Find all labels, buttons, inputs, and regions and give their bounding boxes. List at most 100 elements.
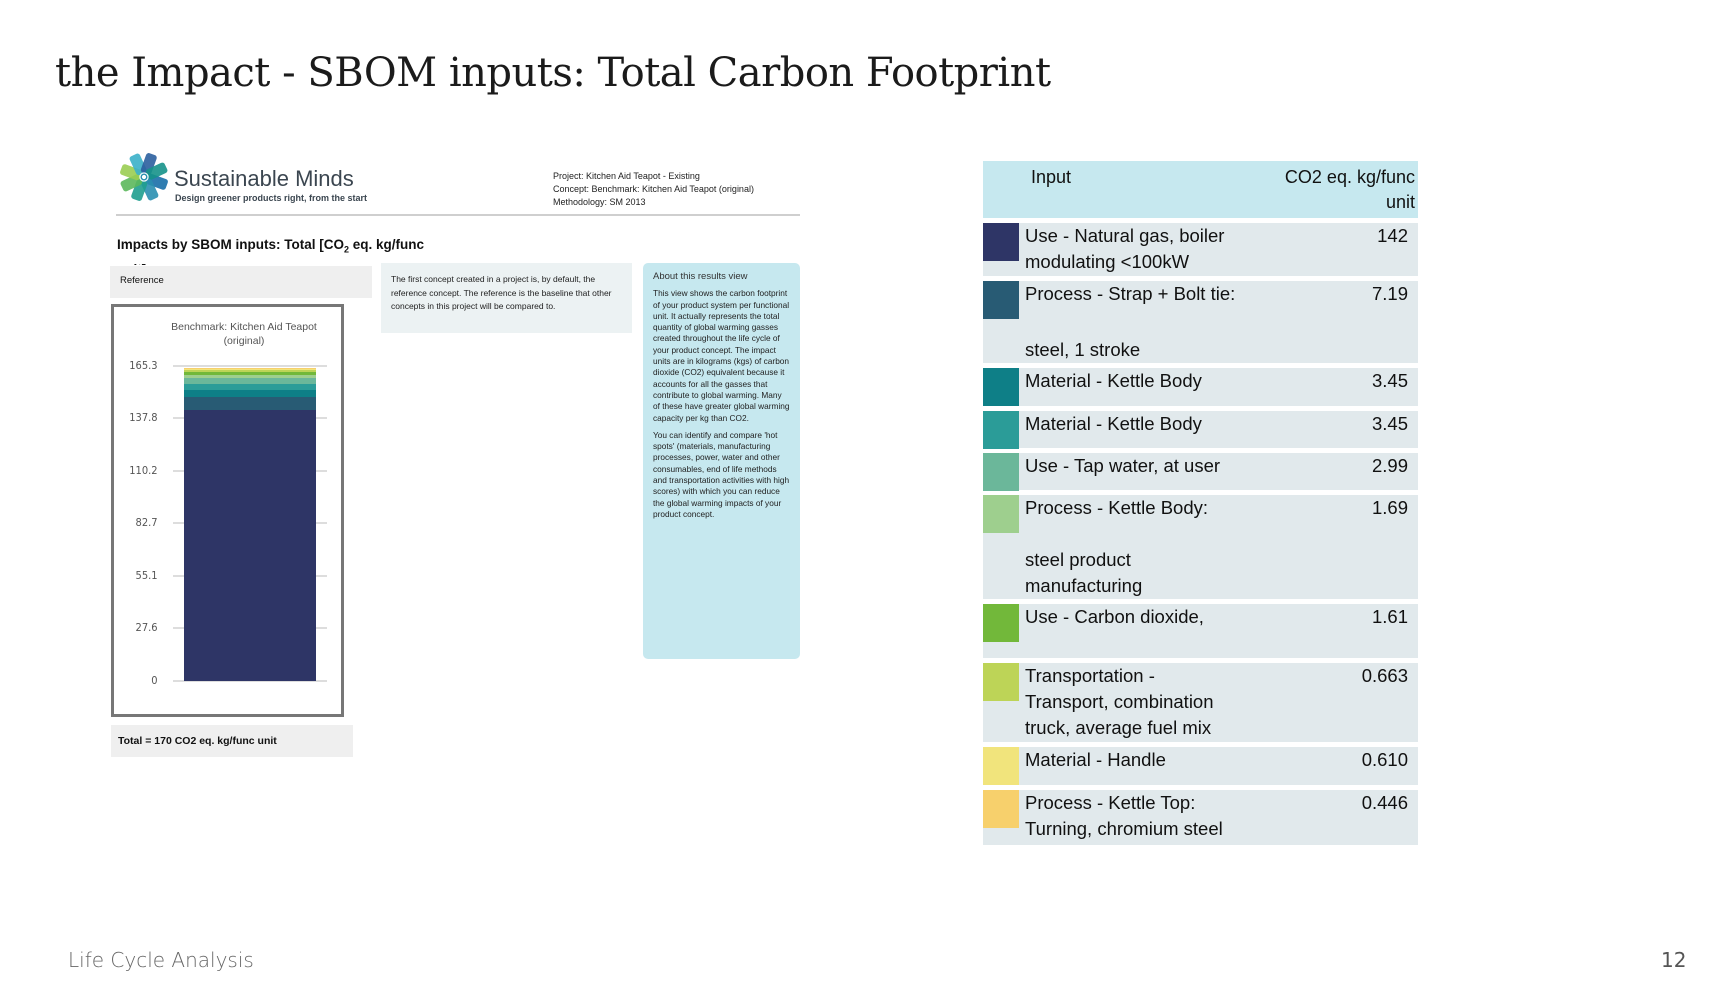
row-label-top: Material - Kettle Body [1025, 368, 1202, 394]
bar-segment [184, 410, 316, 681]
row-label-line: Material - Kettle Body [1025, 370, 1202, 391]
row-value: 7.19 [1371, 283, 1408, 304]
table-row: Process - Strap + Bolt tie: steel, 1 stro… [983, 281, 1418, 363]
brand-tagline: Design greener products right, from the … [175, 193, 368, 203]
row-label: Use - Carbon dioxide, [1025, 604, 1204, 658]
table-row: Use - Tap water, at user 2.99 [983, 453, 1418, 491]
row-value: 3.45 [1371, 370, 1408, 391]
row-label-line: Process - Kettle Body: [1025, 497, 1209, 518]
row-value: 0.663 [1361, 665, 1408, 686]
table-row: Use - Carbon dioxide, 1.61 [983, 604, 1418, 658]
divider [116, 214, 800, 216]
row-label-top: Material - Handle [1025, 747, 1166, 773]
color-swatch [983, 604, 1019, 642]
row-label-line: Process - Strap + Bolt tie: [1025, 283, 1236, 304]
row-value: 1.61 [1371, 606, 1408, 627]
row-label-line: Material - Kettle Body [1025, 413, 1202, 434]
row-label: Use - Tap water, at user [1025, 453, 1220, 490]
gridline [173, 680, 327, 682]
color-swatch [983, 790, 1019, 828]
row-label-top: Use - Tap water, at user [1025, 453, 1220, 479]
logo-petal [145, 162, 168, 180]
row-label-line: Use - Carbon dioxide, [1025, 606, 1204, 627]
row-label-line: modulating <100kW [1025, 251, 1190, 272]
row-label-top: Use - Natural gas, boiler modulating <100… [1025, 223, 1224, 275]
row-label: Process - Kettle Body: steel product manuf… [1025, 495, 1208, 599]
about-paragraph-1: This view shows the carbon footprint of … [653, 288, 790, 423]
row-label: Material - Kettle Body [1025, 368, 1202, 406]
row-label-line: truck, average fuel mix [1025, 717, 1212, 738]
bar-segment [184, 390, 316, 397]
row-label-line: Transportation - [1025, 665, 1155, 686]
color-swatch [983, 453, 1019, 491]
row-label-top: Process - Strap + Bolt tie: [1025, 281, 1235, 307]
color-swatch [983, 368, 1019, 406]
bar-segment [184, 374, 316, 378]
table-row: Material - Kettle Body 3.45 [983, 368, 1418, 406]
row-value: 0.610 [1361, 749, 1408, 770]
y-tick-label: 82.7 [135, 516, 158, 530]
row-label: Process - Kettle Top: Turning, chromium s… [1025, 790, 1223, 845]
inputs-table: Input CO2 eq. kg/func unit Use - Natural… [983, 161, 1418, 845]
row-label-line: Transport, combination [1025, 691, 1214, 712]
row-label-bottom: steel, 1 stroke [1025, 337, 1235, 363]
row-label-line: steel product [1025, 549, 1131, 570]
table-row: Material - Handle 0.610 [983, 747, 1418, 785]
color-swatch [983, 223, 1019, 261]
color-swatch [983, 411, 1019, 449]
report-meta: Project: Kitchen Aid Teapot - Existing C… [553, 170, 754, 209]
header-value: CO2 eq. kg/func unit [1284, 167, 1415, 212]
methodology-label: Methodology: SM 2013 [553, 197, 646, 207]
table-row: Process - Kettle Body: steel product manuf… [983, 495, 1418, 599]
table-row: Process - Kettle Top: Turning, chromium s… [983, 790, 1418, 845]
y-tick-label: 27.6 [135, 621, 158, 635]
table-row: Material - Kettle Body 3.45 [983, 411, 1418, 449]
y-tick-label: 165.3 [129, 359, 158, 372]
row-label: Material - Handle [1025, 747, 1166, 785]
row-label-top: Process - Kettle Body: [1025, 495, 1208, 521]
row-value: 3.45 [1371, 413, 1408, 434]
bar-segment [184, 396, 316, 411]
sustainable-minds-logo-icon [120, 153, 168, 201]
gridline [173, 365, 327, 367]
footer-label: Life Cycle Analysis [68, 948, 254, 972]
bar-segment [184, 370, 316, 372]
header-input: Input [1031, 167, 1072, 187]
row-label-top: Use - Carbon dioxide, [1025, 604, 1204, 630]
total-label: Total = 170 CO2 eq. kg/func unit [111, 725, 353, 757]
row-label-line: Material - Handle [1025, 749, 1166, 770]
row-label-top: Material - Kettle Body [1025, 411, 1202, 437]
row-value: 0.446 [1361, 792, 1408, 813]
about-paragraph-2: You can identify and compare 'hot spots'… [653, 429, 790, 519]
row-label-bottom: steel product manufacturing [1025, 547, 1208, 599]
y-tick-label: 0 [151, 674, 158, 687]
concept-label: Concept: Benchmark: Kitchen Aid Teapot (… [553, 184, 754, 194]
project-label: Project: Kitchen Aid Teapot - Existing [553, 171, 700, 181]
row-value: 2.99 [1371, 455, 1408, 476]
bar-segment [184, 369, 316, 371]
y-tick-label: 110.2 [129, 464, 158, 477]
color-swatch [983, 747, 1019, 785]
row-value: 142 [1377, 225, 1408, 246]
row-label-top: Transportation - Transport, combination tr… [1025, 663, 1214, 741]
row-label-line: Use - Natural gas, boiler [1025, 225, 1225, 246]
about-title: About this results view [653, 271, 748, 282]
y-tick-label: 137.8 [129, 411, 158, 425]
row-label: Material - Kettle Body [1025, 411, 1202, 448]
bar-segment [184, 371, 316, 375]
table-row: Transportation - Transport, combination tr… [983, 663, 1418, 742]
slide-title: the Impact - SBOM inputs: Total Carbon F… [55, 50, 1051, 96]
row-label: Use - Natural gas, boiler modulating <100… [1025, 223, 1224, 276]
table-header: Input CO2 eq. kg/func unit [983, 161, 1418, 218]
page-number: 12 [1661, 948, 1687, 972]
row-label-line: steel, 1 stroke [1025, 339, 1141, 360]
row-label-line: Use - Tap water, at user [1025, 455, 1221, 476]
bar-segment [184, 368, 316, 370]
row-label-top: Process - Kettle Top: Turning, chromium s… [1025, 790, 1223, 842]
row-value: 1.69 [1371, 497, 1408, 518]
about-panel: About this results view This view shows … [643, 263, 800, 659]
table-row: Use - Natural gas, boiler modulating <100… [983, 223, 1418, 276]
color-swatch [983, 495, 1019, 533]
bar-segment [184, 377, 316, 384]
heading-subscript: 2 [344, 244, 350, 255]
